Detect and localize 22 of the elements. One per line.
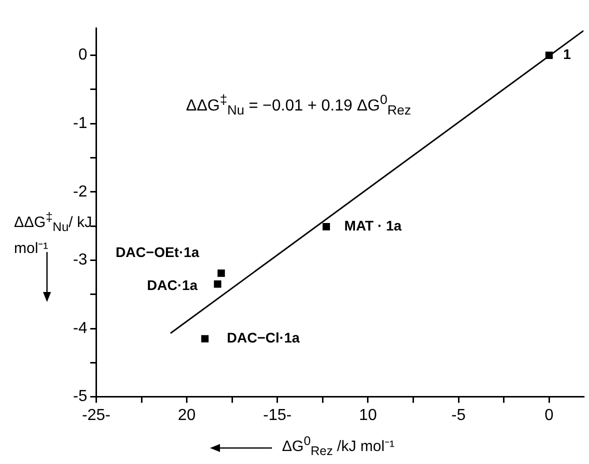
x-tick-label: -25-	[82, 406, 110, 424]
annotation: DAC·1a	[147, 276, 198, 293]
point	[218, 270, 225, 277]
x-tick-label: 10	[359, 406, 377, 424]
y-tick-label: 0	[78, 46, 88, 64]
point	[201, 335, 209, 342]
x-axis-title: ΔG$^{0}$$_{Rez}$ /kJ mol⁻¹	[282, 434, 395, 458]
point	[214, 280, 222, 288]
point	[322, 223, 330, 230]
y-tick-label: -4	[72, 320, 88, 337]
y-tick-label: -5	[72, 388, 88, 406]
y-tick-label: -2	[72, 183, 88, 200]
point	[545, 52, 553, 59]
x-tick-label: 20	[178, 406, 196, 424]
annotation: DAC−OEt·1a	[116, 244, 200, 260]
annotation: MAT · 1a	[344, 218, 402, 234]
y-tick-label: -1	[72, 115, 88, 132]
x-tick-label: -15-	[263, 406, 292, 424]
annotation: DAC−Cl·1a	[226, 330, 300, 346]
x-tick-label: -5	[451, 406, 466, 424]
annotation: 1	[563, 46, 572, 62]
x-tick-label: 0	[544, 406, 554, 424]
